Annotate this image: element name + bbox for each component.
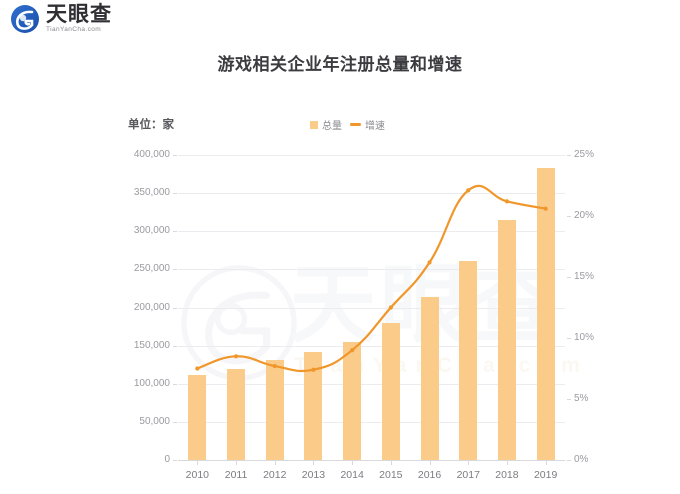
y-axis-left-label: 100,000: [133, 377, 170, 389]
x-axis-label-2013: 2013: [301, 469, 326, 481]
y-axis-left-tick: [173, 383, 177, 385]
y-axis-left-label: 350,000: [133, 187, 170, 199]
y-axis-left-tick: [173, 307, 177, 309]
y-axis-right-label: 20%: [574, 210, 595, 221]
bar-2013[interactable]: [304, 351, 323, 460]
y-axis-left-label: 0: [164, 454, 170, 465]
y-axis-left-tick: [173, 193, 177, 195]
chart-title: 游戏相关企业年注册总量和增速: [217, 55, 463, 74]
y-axis-left-tick: [173, 231, 177, 233]
y-axis-left-tick: [173, 421, 177, 423]
legend-item-total[interactable]: 总量: [310, 117, 342, 132]
y-axis-right-tick: [567, 155, 571, 156]
page-header: 天眼查 TianYanCha.com: [0, 0, 680, 38]
y-axis-left-tick: [173, 460, 177, 461]
y-axis-left-label: 150,000: [133, 339, 170, 351]
y-axis-right-label: 15%: [574, 271, 595, 282]
bar-2015[interactable]: [381, 322, 400, 460]
bar-2018[interactable]: [497, 219, 516, 460]
y-axis-left-label: 400,000: [133, 149, 170, 160]
x-axis-label-2011: 2011: [224, 469, 248, 481]
bar-2010[interactable]: [188, 374, 207, 460]
y-axis-left-label: 50,000: [139, 415, 170, 427]
x-axis-tick: [545, 461, 547, 465]
x-axis-label-2016: 2016: [417, 469, 442, 481]
x-axis-label-2014: 2014: [340, 469, 364, 481]
bar-2019[interactable]: [536, 167, 555, 460]
line-point-2011[interactable]: [233, 354, 239, 359]
x-axis-tick: [236, 461, 238, 465]
y-axis-left-tick: [173, 345, 177, 347]
line-point-2016[interactable]: [427, 260, 432, 265]
line-point-2010[interactable]: [195, 366, 200, 371]
y-axis-left-tick: [173, 155, 177, 156]
x-axis-tick: [352, 461, 354, 465]
legend-label-total: 总量: [322, 121, 342, 132]
brand-name-en: TianYanCha.com: [46, 26, 102, 34]
unit-label: 单位：家: [128, 119, 174, 131]
bar-2016[interactable]: [420, 296, 439, 460]
x-axis-tick: [506, 461, 508, 465]
x-axis-tick: [313, 461, 315, 465]
gridline: [178, 383, 565, 385]
bar-2014[interactable]: [343, 341, 362, 460]
legend-swatch-bar-icon: [310, 120, 318, 129]
y-axis-right-label: 25%: [574, 149, 595, 160]
y-axis-right-label: 0%: [574, 454, 589, 465]
x-axis-tick: [429, 461, 431, 465]
y-axis-right-tick: [567, 460, 571, 461]
y-axis-right-tick: [567, 338, 571, 339]
line-point-2018[interactable]: [504, 199, 510, 204]
y-axis-right-tick: [567, 216, 571, 217]
y-axis-right-tick: [567, 277, 571, 278]
bar-2011[interactable]: [227, 368, 246, 460]
gridline: [178, 193, 565, 195]
y-axis-right-label: 10%: [574, 332, 595, 343]
y-axis-right-tick: [567, 399, 571, 400]
brand-name-cn: 天眼查: [46, 3, 112, 27]
legend-item-growth[interactable]: 增速: [350, 117, 385, 132]
y-axis-left-tick: [173, 269, 177, 271]
bar-2012[interactable]: [265, 360, 284, 460]
bar-2017[interactable]: [459, 260, 478, 460]
gridline: [178, 460, 565, 461]
x-axis-tick: [274, 461, 276, 465]
chart-legend: 总量 增速: [310, 117, 385, 132]
y-axis-left-label: 200,000: [133, 301, 170, 313]
x-axis-tick: [197, 461, 199, 465]
x-axis-label-2012: 2012: [263, 469, 287, 481]
y-axis-left-label: 300,000: [133, 225, 170, 237]
x-axis-label-2018: 2018: [495, 469, 519, 481]
x-axis-label-2010: 2010: [185, 469, 210, 481]
x-axis-label-2015: 2015: [379, 469, 403, 481]
legend-label-growth: 增速: [365, 121, 385, 132]
gridline: [178, 155, 565, 156]
legend-swatch-line-icon: [350, 123, 361, 126]
y-axis-right-label: 5%: [574, 393, 589, 404]
x-axis-tick: [390, 461, 392, 465]
line-point-2017[interactable]: [466, 188, 471, 193]
brand-logo[interactable]: 天眼查 TianYanCha.com: [10, 4, 112, 34]
tianyancha-eye-logo-icon: [10, 4, 40, 34]
x-axis-label-2017: 2017: [456, 469, 480, 481]
x-axis-label-2019: 2019: [533, 469, 558, 481]
gridline: [178, 421, 565, 423]
x-axis-tick: [468, 461, 470, 465]
y-axis-left-label: 250,000: [133, 263, 170, 275]
